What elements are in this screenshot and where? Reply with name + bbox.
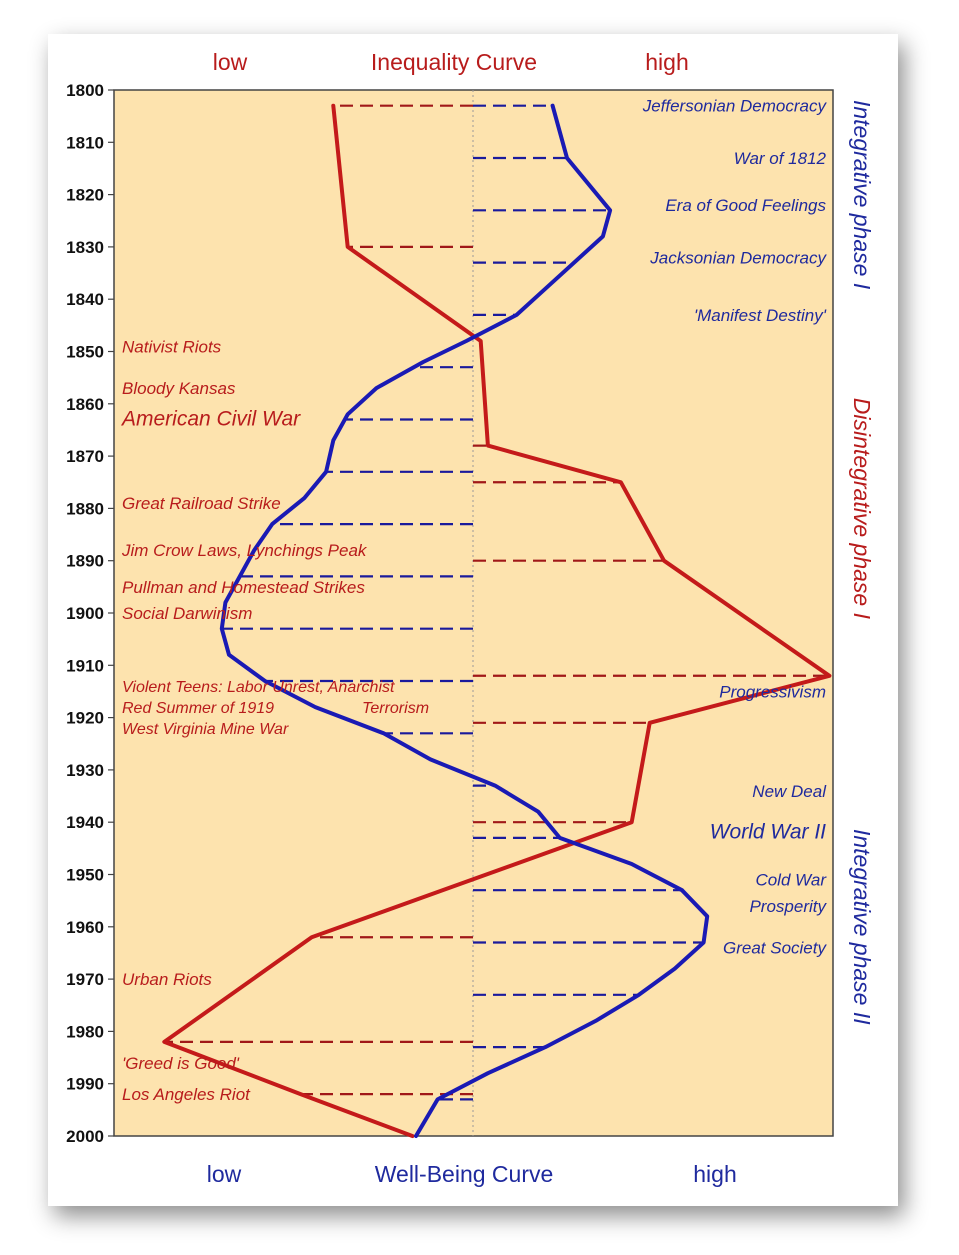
top-high-label: high <box>645 49 688 75</box>
year-tick-label: 1860 <box>66 395 104 414</box>
year-tick-label: 2000 <box>66 1127 104 1146</box>
left-event-label: Red Summer of 1919 <box>122 700 274 717</box>
year-tick-label: 1810 <box>66 133 104 152</box>
left-event-label: West Virginia Mine War <box>122 721 289 738</box>
bottom-high-label: high <box>693 1161 736 1187</box>
year-tick-label: 1920 <box>66 709 104 728</box>
chart-card: Nativist Riots Bloody Kansas American Civi… <box>48 34 898 1206</box>
year-tick-label: 1880 <box>66 499 104 518</box>
right-event-label: Era of Good Feelings <box>665 196 826 215</box>
left-event-label: Los Angeles Riot <box>122 1085 251 1104</box>
year-tick-label: 1840 <box>66 290 104 309</box>
left-event-label: Violent Teens: Labor Unrest, Anarchist <box>122 679 395 696</box>
left-event-label: Nativist Riots <box>122 337 222 356</box>
year-tick-label: 1910 <box>66 656 104 675</box>
year-tick-label: 1980 <box>66 1022 104 1041</box>
curve-layer <box>162 103 832 1138</box>
right-event-label: Cold War <box>755 871 827 890</box>
year-tick-label: 1830 <box>66 238 104 257</box>
year-tick-label: 1820 <box>66 186 104 205</box>
year-ticks: 1800 1810 1820 1830 1840 1850 1860 1870 1880 1890… <box>66 81 114 1146</box>
year-tick-label: 1890 <box>66 552 104 571</box>
year-tick-label: 1940 <box>66 813 104 832</box>
top-low-label: low <box>213 49 248 75</box>
year-tick-label: 1970 <box>66 970 104 989</box>
left-event-label: 'Greed is Good' <box>122 1054 240 1073</box>
left-event-label: Urban Riots <box>122 970 212 989</box>
year-tick-label: 1960 <box>66 918 104 937</box>
event-labels: Nativist Riots Bloody Kansas American Civi… <box>120 97 875 1104</box>
right-event-label: War of 1812 <box>734 149 827 168</box>
left-event-label: Social Darwinism <box>122 604 252 623</box>
right-event-label: Great Society <box>723 939 827 958</box>
wellbeing-curve <box>219 103 710 1138</box>
phase-label: Integrative phase I <box>849 100 875 290</box>
right-event-label: Jacksonian Democracy <box>649 248 827 267</box>
right-event-label: New Deal <box>752 782 827 801</box>
phase-label: Disintegrative phase I <box>849 398 875 620</box>
year-tick-label: 1900 <box>66 604 104 623</box>
year-tick-label: 1800 <box>66 81 104 100</box>
year-tick-label: 1850 <box>66 343 104 362</box>
right-event-label: World War II <box>710 821 826 844</box>
inequality-curve <box>162 103 832 1138</box>
right-event-label: Jeffersonian Democracy <box>642 97 828 116</box>
year-tick-label: 1930 <box>66 761 104 780</box>
year-tick-label: 1870 <box>66 447 104 466</box>
right-event-label: Progressivism <box>719 682 826 701</box>
top-axis-title: Inequality Curve <box>371 49 537 75</box>
left-event-label: Pullman and Homestead Strikes <box>122 578 365 597</box>
left-event-label: Terrorism <box>362 700 429 717</box>
left-event-label: American Civil War <box>120 407 301 430</box>
year-tick-label: 1990 <box>66 1075 104 1094</box>
right-event-label: 'Manifest Destiny' <box>694 306 827 325</box>
year-tick-label: 1950 <box>66 866 104 885</box>
right-event-label: Prosperity <box>749 897 827 916</box>
bottom-low-label: low <box>207 1161 242 1187</box>
left-event-label: Great Railroad Strike <box>122 494 281 513</box>
left-event-label: Bloody Kansas <box>122 379 236 398</box>
left-event-label: Jim Crow Laws, Lynchings Peak <box>121 541 368 560</box>
phase-label: Integrative phase II <box>849 829 875 1025</box>
inequality-wellbeing-chart: Nativist Riots Bloody Kansas American Civi… <box>66 49 875 1187</box>
bottom-axis-title: Well-Being Curve <box>375 1161 554 1187</box>
